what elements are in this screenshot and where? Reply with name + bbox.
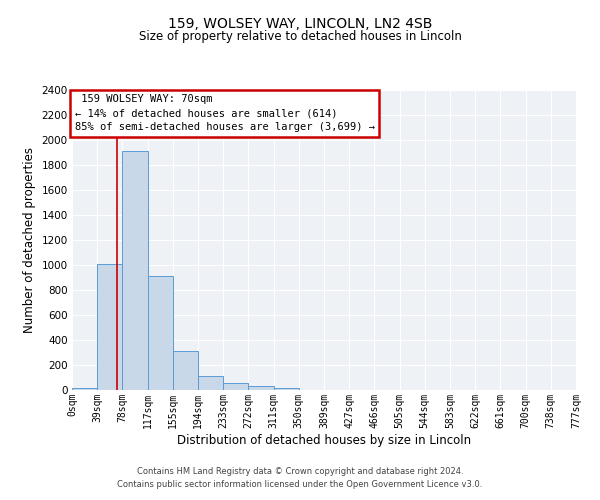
- X-axis label: Distribution of detached houses by size in Lincoln: Distribution of detached houses by size …: [177, 434, 471, 446]
- Bar: [72, 388, 97, 390]
- Text: 159, WOLSEY WAY, LINCOLN, LN2 4SB: 159, WOLSEY WAY, LINCOLN, LN2 4SB: [168, 18, 432, 32]
- Bar: [173, 350, 198, 390]
- Text: Contains HM Land Registry data © Crown copyright and database right 2024.: Contains HM Land Registry data © Crown c…: [137, 467, 463, 476]
- Text: Contains public sector information licensed under the Open Government Licence v3: Contains public sector information licen…: [118, 480, 482, 489]
- Bar: [122, 151, 148, 390]
- Bar: [97, 264, 122, 390]
- Bar: [223, 383, 248, 390]
- Bar: [198, 376, 223, 390]
- Text: 159 WOLSEY WAY: 70sqm
← 14% of detached houses are smaller (614)
85% of semi-det: 159 WOLSEY WAY: 70sqm ← 14% of detached …: [74, 94, 374, 132]
- Y-axis label: Number of detached properties: Number of detached properties: [23, 147, 36, 333]
- Bar: [148, 276, 173, 390]
- Bar: [274, 388, 299, 390]
- Text: Size of property relative to detached houses in Lincoln: Size of property relative to detached ho…: [139, 30, 461, 43]
- Bar: [248, 386, 274, 390]
